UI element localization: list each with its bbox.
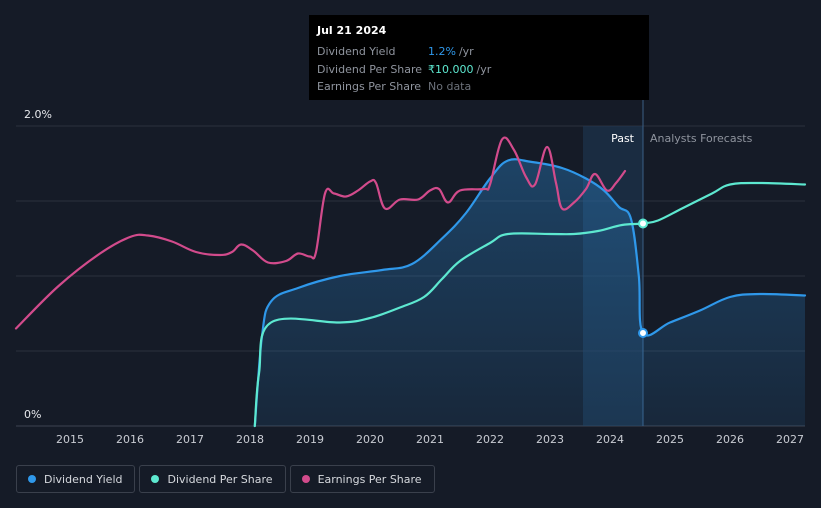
past-region-label: Past [611,132,635,145]
x-tick-label: 2022 [476,433,504,446]
legend-earnings-per-share[interactable]: Earnings Per Share [289,465,435,493]
chart-tooltip: Jul 21 2024 Dividend Yield 1.2% /yr Divi… [309,15,649,100]
forecast-region-label: Analysts Forecasts [650,132,753,145]
x-tick-label: 2016 [116,433,144,446]
tooltip-unit: /yr [458,45,474,59]
tooltip-row-dividend-yield: Dividend Yield 1.2% /yr [317,43,641,61]
x-tick-label: 2023 [536,433,564,446]
legend-dividend-per-share[interactable]: Dividend Per Share [139,465,286,493]
tooltip-value: No data [428,80,472,94]
tooltip-label: Dividend Yield [317,45,396,59]
x-tick-label: 2020 [356,433,384,446]
tooltip-value: ₹10.000 [428,62,474,76]
x-tick-label: 2019 [296,433,324,446]
legend-dot-icon [151,475,160,483]
x-tick-label: 2018 [236,433,264,446]
legend-label: Dividend Per Share [167,472,273,486]
series-markers [638,218,648,338]
tooltip-label: Earnings Per Share [317,80,422,94]
legend-dot-icon [28,475,36,483]
dividend-per-share-line [253,181,807,428]
dividend-yield-marker[interactable] [638,328,648,338]
series-areas [254,159,806,426]
legend-dividend-yield[interactable]: Dividend Yield [16,465,136,493]
x-tick-label: 2017 [176,433,204,446]
y-axis-labels: 0% 2.0% [24,108,52,421]
tooltip-date: Jul 21 2024 [317,24,387,37]
x-tick-label: 2027 [776,433,804,446]
dividend-yield-line [253,158,807,428]
y-tick-label: 0% [24,408,41,421]
legend-dot-icon [301,475,310,483]
chart-legend: Dividend Yield Dividend Per Share Earnin… [16,465,435,493]
x-tick-label: 2015 [56,433,84,446]
legend-label: Dividend Yield [44,472,123,486]
y-tick-label: 2.0% [24,108,52,121]
x-tick-label: 2025 [656,433,684,446]
tooltip-unit: /yr [476,62,492,76]
x-tick-label: 2021 [416,433,444,446]
dividend-yield-area [254,159,806,426]
tooltip-label: Dividend Per Share [317,62,423,76]
legend-label: Earnings Per Share [317,472,422,486]
tooltip-row-earnings-per-share: Earnings Per Share No data [317,78,641,96]
dividend-per-share-marker[interactable] [638,218,648,229]
series-lines [14,136,807,428]
tooltip-row-dividend-per-share: Dividend Per Share ₹10.000 /yr [317,61,641,79]
x-tick-label: 2026 [716,433,744,446]
x-axis-labels: 2015 2016 2017 2018 2019 2020 2021 2022 2023 2024… [56,433,804,446]
tooltip-value: 1.2% [428,45,456,59]
earnings-per-share-line [14,136,627,330]
x-tick-label: 2024 [596,433,624,446]
dividend-chart: 0%2.0% 2015 2016 2017 2018 2019 2020 2021 2022 2… [14,100,807,446]
